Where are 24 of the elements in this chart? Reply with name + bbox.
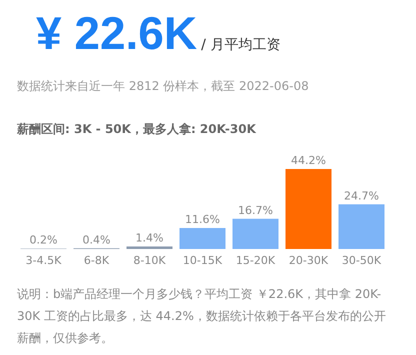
x-tick-label: 10-15K bbox=[182, 254, 223, 267]
data-label: 11.6% bbox=[185, 213, 220, 226]
data-label: 44.2% bbox=[291, 154, 326, 167]
chart-subtitle: / 月平均工资 bbox=[201, 37, 280, 53]
text: 数据统计来自近一年 2812 份样本，截至 2022-06-08 bbox=[17, 78, 309, 95]
x-tick-label: 6-8K bbox=[84, 254, 110, 267]
x-tick-label: 3-4.5K bbox=[26, 254, 62, 267]
bar bbox=[338, 204, 384, 249]
chart-title: ¥ 22.6K bbox=[36, 7, 198, 59]
x-tick-label: 8-10K bbox=[133, 254, 166, 267]
data-label: 0.2% bbox=[30, 234, 58, 247]
bar bbox=[232, 218, 278, 249]
x-tick-label: 20-30K bbox=[288, 254, 329, 267]
bar bbox=[180, 228, 226, 249]
text: 说明：b端产品经理一个月多少钱？平均工资 ￥22.6K，其中拿 20K-30K 工资的占比最多，达 44.2%，数据统计依赖于各平台发布的公开薪酬，仅供参考。 bbox=[17, 286, 387, 347]
x-tick-label: 30-50K bbox=[342, 254, 382, 267]
x-tick-label: 15-20K bbox=[236, 254, 276, 267]
data-label: 0.4% bbox=[82, 233, 110, 246]
bar bbox=[126, 246, 172, 249]
bar bbox=[286, 169, 332, 249]
data-label: 24.7% bbox=[344, 189, 379, 202]
text: 薪酬区间: 3K - 50K，最多人拿: 20K-30K bbox=[17, 121, 256, 138]
data-label: 1.4% bbox=[136, 231, 164, 244]
data-label: 16.7% bbox=[238, 204, 273, 217]
